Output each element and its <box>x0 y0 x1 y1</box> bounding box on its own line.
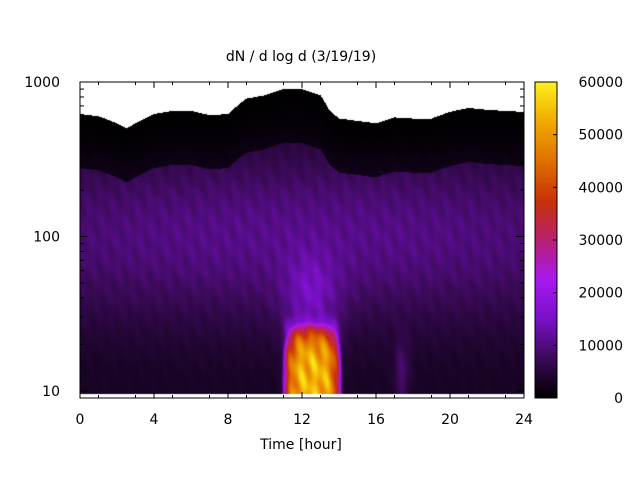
x-tick-label: 20 <box>441 412 459 428</box>
x-axis: 0 4 8 12 16 20 24 <box>76 82 533 428</box>
colorbar-tick-label: 50000 <box>578 128 623 144</box>
chart-title: dN / d log d (3/19/19) <box>226 49 376 65</box>
colorbar-tick-label: 10000 <box>578 338 623 354</box>
y-tick-label: 10 <box>42 384 60 400</box>
x-tick-label: 12 <box>293 412 311 428</box>
heatmap-plot <box>80 82 524 398</box>
y-tick-label: 100 <box>33 229 60 245</box>
y-tick-label: 1000 <box>24 75 60 91</box>
colorbar: 0 10000 20000 30000 40000 50000 60000 <box>534 75 623 407</box>
x-tick-label: 8 <box>224 412 233 428</box>
heatmap-surface <box>80 82 524 398</box>
x-tick-label: 24 <box>515 412 533 428</box>
colorbar-tick-label: 0 <box>614 391 623 407</box>
colorbar-tick-label: 60000 <box>578 75 623 91</box>
x-tick-label: 4 <box>150 412 159 428</box>
x-axis-label: Time [hour] <box>259 437 342 453</box>
y-axis: 10 100 1000 <box>24 75 524 400</box>
colorbar-gradient <box>535 82 557 398</box>
colorbar-tick-label: 30000 <box>578 233 623 249</box>
x-tick-label: 0 <box>76 412 85 428</box>
colorbar-tick-label: 20000 <box>578 286 623 302</box>
x-tick-label: 16 <box>367 412 385 428</box>
colorbar-ticks: 0 10000 20000 30000 40000 50000 60000 <box>553 75 623 407</box>
colorbar-tick-label: 40000 <box>578 180 623 196</box>
